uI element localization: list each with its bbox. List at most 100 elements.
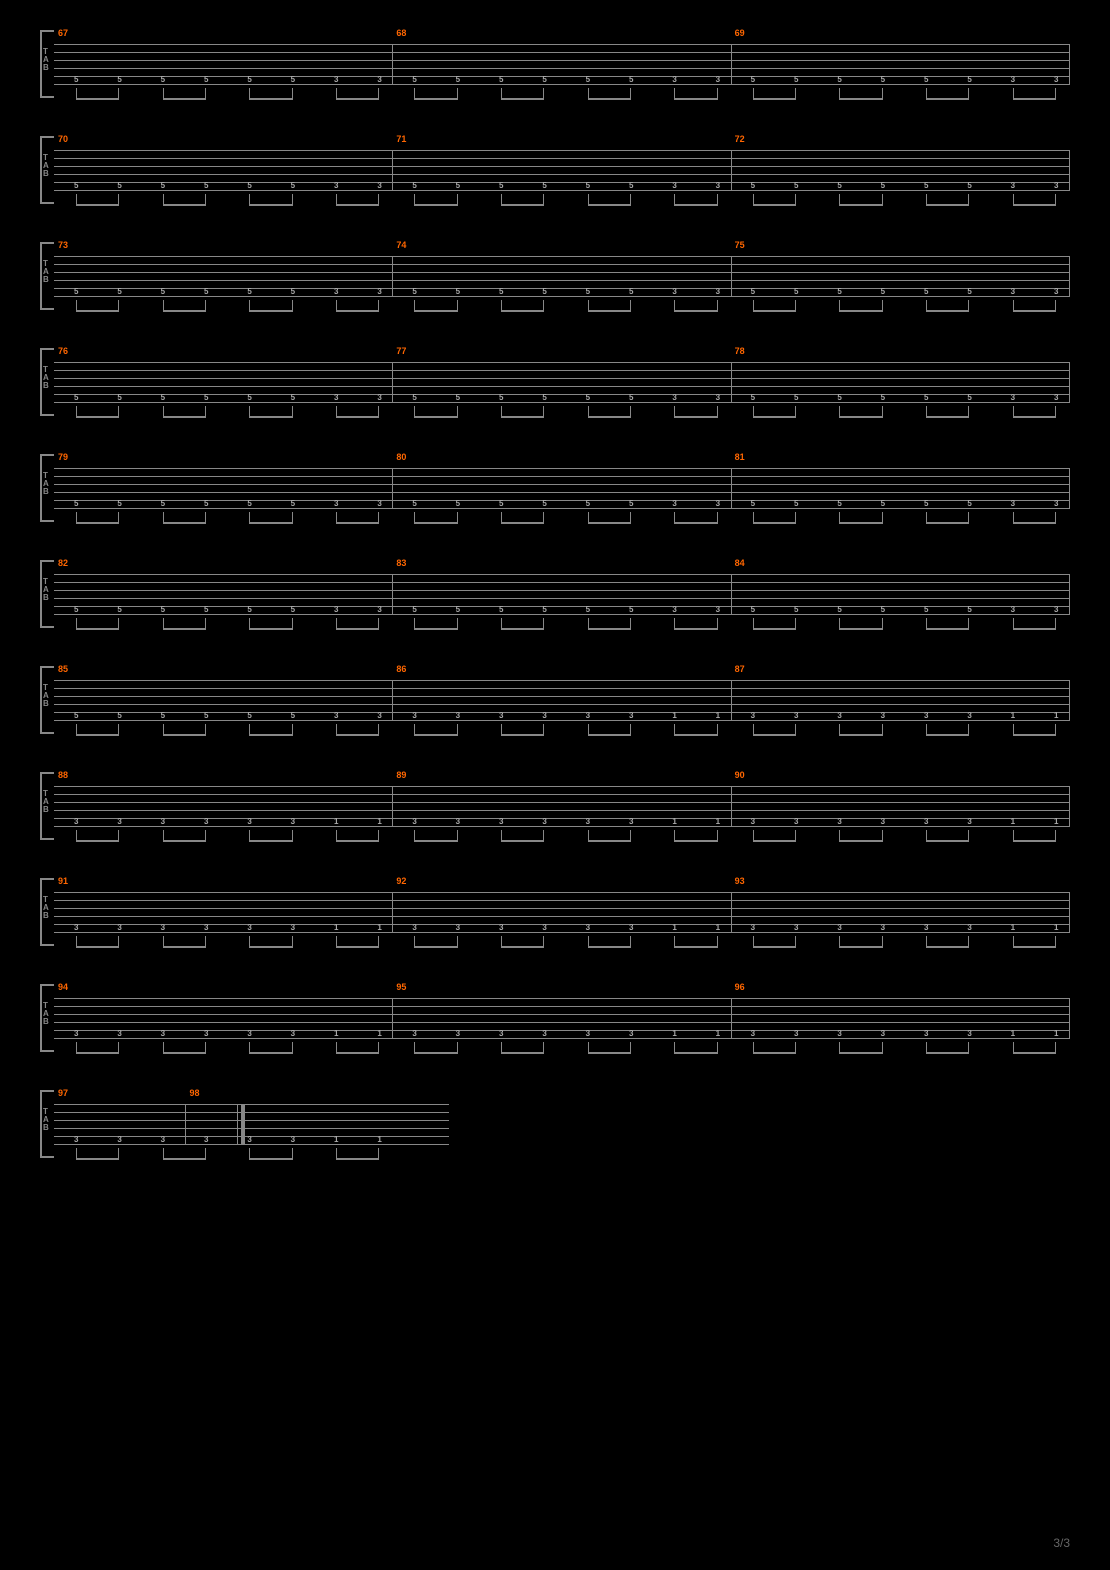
stem xyxy=(118,1148,119,1158)
stem xyxy=(76,300,77,310)
beam xyxy=(839,1052,882,1054)
fret-number: 5 xyxy=(204,393,208,402)
staff-row: TAB555555335555553355555533737475 xyxy=(40,242,1070,320)
beam xyxy=(76,204,119,206)
beam-group xyxy=(249,1042,292,1056)
beam xyxy=(501,628,544,630)
fret-number: 5 xyxy=(751,393,755,402)
fret-number: 3 xyxy=(412,817,416,826)
beam-group xyxy=(501,618,544,632)
beam xyxy=(926,946,969,948)
beam-group xyxy=(76,936,119,950)
beam-group xyxy=(839,512,882,526)
measure-number: 76 xyxy=(58,346,68,356)
beam-group xyxy=(588,724,631,738)
tab-label: TAB xyxy=(43,48,49,72)
beam xyxy=(1013,416,1056,418)
stem xyxy=(292,724,293,734)
fret-number: 5 xyxy=(204,287,208,296)
fret-number: 5 xyxy=(117,75,121,84)
fret-number: 3 xyxy=(377,287,381,296)
fret-number: 5 xyxy=(204,605,208,614)
beam-group xyxy=(163,724,206,738)
measure-number: 95 xyxy=(396,982,406,992)
fret-number: 5 xyxy=(586,181,590,190)
fret-number: 3 xyxy=(881,923,885,932)
stem xyxy=(839,300,840,310)
stem xyxy=(717,936,718,946)
fret-number: 3 xyxy=(881,817,885,826)
measure-number: 69 xyxy=(735,28,745,38)
beam xyxy=(336,522,379,524)
beam xyxy=(163,946,206,948)
fret-number: 5 xyxy=(881,605,885,614)
fret-number: 3 xyxy=(672,181,676,190)
notes-row: 333333113333331133333311 xyxy=(54,1029,1070,1041)
stem xyxy=(630,512,631,522)
beam-group xyxy=(163,300,206,314)
stem xyxy=(249,406,250,416)
beam xyxy=(753,840,796,842)
stem xyxy=(717,300,718,310)
measure-number: 81 xyxy=(735,452,745,462)
stem xyxy=(163,88,164,98)
stem xyxy=(249,1042,250,1052)
tab-label: TAB xyxy=(43,366,49,390)
fret-number: 5 xyxy=(456,393,460,402)
beam xyxy=(839,840,882,842)
beam-group xyxy=(839,406,882,420)
stem xyxy=(795,830,796,840)
barline xyxy=(1069,892,1070,932)
beam-group xyxy=(336,724,379,738)
fret-number: 5 xyxy=(161,711,165,720)
stem xyxy=(882,936,883,946)
staff-line xyxy=(54,492,1070,493)
staff-line xyxy=(54,802,1070,803)
fret-number: 5 xyxy=(967,499,971,508)
staff-line xyxy=(54,44,1070,45)
stem xyxy=(76,830,77,840)
stem xyxy=(926,406,927,416)
stem xyxy=(1055,936,1056,946)
tab-label-char: B xyxy=(43,594,49,602)
stem xyxy=(588,618,589,628)
beam-group xyxy=(163,194,206,208)
fret-number: 3 xyxy=(586,1029,590,1038)
fret-number: 5 xyxy=(412,605,416,614)
stem xyxy=(205,936,206,946)
fret-number: 5 xyxy=(161,287,165,296)
beam xyxy=(674,946,717,948)
stem xyxy=(543,618,544,628)
tab-label: TAB xyxy=(43,154,49,178)
staff-line xyxy=(54,696,1070,697)
notes-row: 555555335555553355555533 xyxy=(54,287,1070,299)
stem xyxy=(76,512,77,522)
beam-group xyxy=(76,618,119,632)
stem xyxy=(674,406,675,416)
fret-number: 3 xyxy=(456,923,460,932)
beam-group xyxy=(674,406,717,420)
beam xyxy=(414,98,457,100)
beam-group xyxy=(163,936,206,950)
beam-group xyxy=(1013,936,1056,950)
stem xyxy=(926,512,927,522)
stem xyxy=(543,194,544,204)
fret-number: 5 xyxy=(161,393,165,402)
stem xyxy=(378,936,379,946)
beam-group xyxy=(1013,88,1056,102)
notes-row: 333333113333331133333311 xyxy=(54,817,1070,829)
beam-group xyxy=(588,936,631,950)
stem xyxy=(457,1042,458,1052)
beam xyxy=(163,734,206,736)
fret-number: 1 xyxy=(377,923,381,932)
stem xyxy=(588,724,589,734)
notes-row: 33333311 xyxy=(54,1135,449,1147)
stem xyxy=(336,1042,337,1052)
fret-number: 3 xyxy=(204,923,208,932)
beam xyxy=(249,734,292,736)
stem xyxy=(501,724,502,734)
beam xyxy=(753,522,796,524)
final-barline xyxy=(237,1104,245,1144)
stem xyxy=(205,724,206,734)
staff-row: TAB333333119798 xyxy=(40,1090,449,1168)
